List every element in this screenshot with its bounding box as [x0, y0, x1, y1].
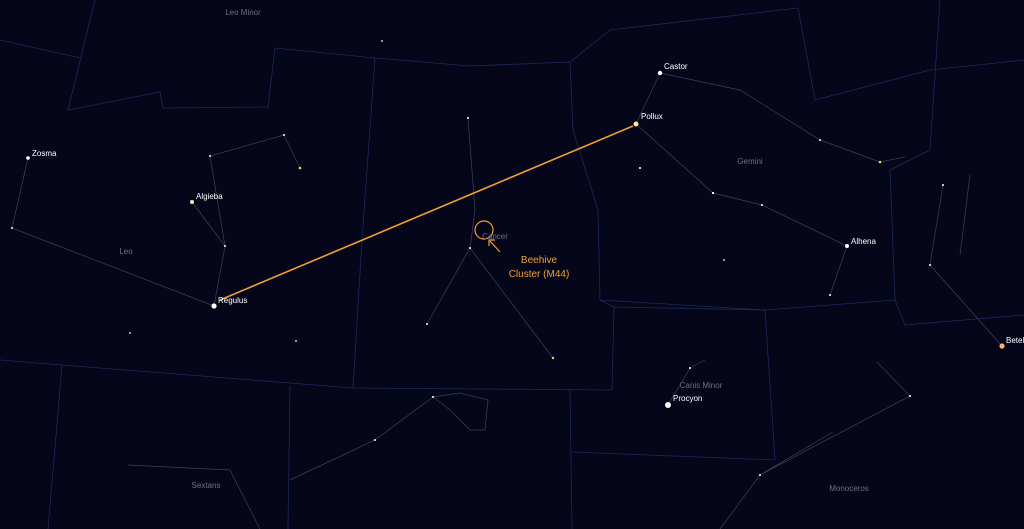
star — [639, 167, 641, 169]
star — [711, 191, 715, 195]
star — [295, 340, 297, 342]
line — [635, 72, 906, 163]
boundary — [571, 306, 776, 461]
line — [469, 247, 554, 359]
boundary — [67, 0, 799, 111]
boundary — [569, 389, 573, 529]
constellation-label: Canis Minor — [680, 381, 723, 390]
star-labels: Castor Pollux Zosma Algieba Alhena Regul… — [32, 62, 1024, 403]
star — [657, 70, 663, 76]
star — [467, 117, 469, 119]
star — [689, 367, 691, 369]
star-label: Regulus — [218, 296, 247, 305]
star-label: Algieba — [196, 192, 223, 201]
boundary — [0, 39, 81, 59]
star — [374, 439, 376, 441]
star — [665, 402, 671, 408]
star — [999, 343, 1005, 349]
star — [878, 160, 882, 164]
boundary — [889, 0, 941, 301]
boundary — [797, 7, 1024, 101]
star — [819, 139, 821, 141]
boundary — [47, 364, 63, 529]
star — [11, 227, 13, 229]
star — [209, 155, 211, 157]
star — [845, 244, 849, 248]
star — [633, 121, 639, 127]
boundary — [287, 385, 291, 529]
highlight-circle — [474, 220, 494, 240]
constellation-label: Gemini — [737, 157, 763, 166]
star — [909, 395, 911, 397]
star — [298, 166, 302, 170]
star-label: Alhena — [851, 237, 876, 246]
constellation-label: Monoceros — [829, 484, 869, 493]
constellation-label: Sextans — [192, 481, 221, 490]
star-label: Pollux — [641, 112, 663, 121]
star-label: Zosma — [32, 149, 57, 158]
star — [426, 323, 428, 325]
star — [759, 474, 761, 476]
star — [283, 134, 285, 136]
star — [211, 303, 217, 309]
star — [190, 200, 194, 204]
star — [26, 156, 30, 160]
star-label: Castor — [664, 62, 688, 71]
star — [942, 184, 944, 186]
distance-line — [219, 125, 634, 301]
star-label: Procyon — [673, 394, 702, 403]
star — [129, 332, 131, 334]
star — [224, 245, 226, 247]
annotation: Beehive — [521, 255, 558, 266]
star — [469, 247, 471, 249]
arrow — [489, 240, 501, 253]
annotation: Cluster (M44) — [509, 269, 570, 280]
constellation-label: Leo Minor — [225, 8, 261, 17]
star — [551, 356, 555, 360]
star — [723, 259, 725, 261]
star — [432, 396, 434, 398]
star — [829, 294, 831, 296]
star-label: Betelgeuse — [1006, 336, 1024, 345]
line — [759, 431, 834, 476]
line — [127, 464, 261, 529]
stars — [11, 40, 1005, 476]
line — [719, 361, 911, 529]
constellation-labels: Leo Minor Gemini Leo Cancer Canis Minor … — [119, 8, 868, 493]
line — [191, 201, 226, 247]
star — [761, 204, 763, 206]
line — [426, 117, 476, 325]
line — [289, 392, 489, 481]
star — [381, 40, 383, 42]
constellation-label: Cancer — [482, 232, 508, 241]
constellation-label: Leo — [119, 247, 133, 256]
star — [929, 264, 931, 266]
arrow-head — [488, 239, 495, 246]
line — [959, 174, 971, 256]
